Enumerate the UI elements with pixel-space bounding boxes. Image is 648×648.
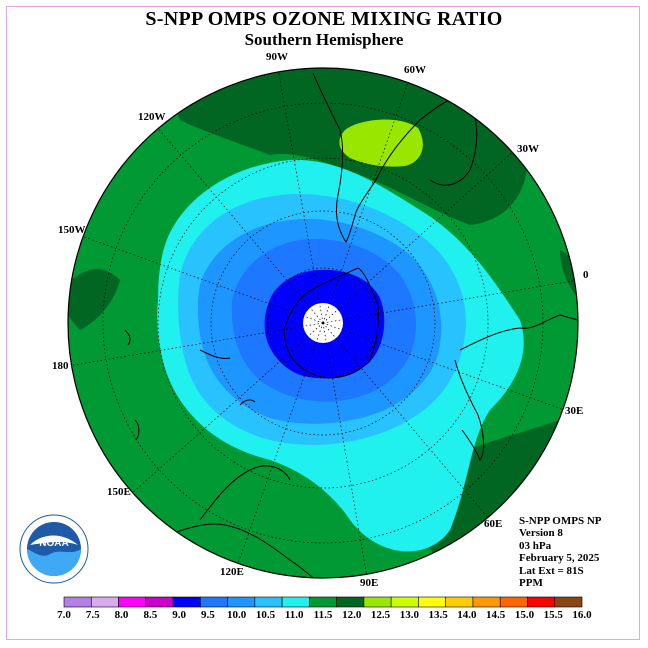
colorbar-label: 15.0 — [515, 609, 535, 621]
colorbar-label: 11.0 — [285, 609, 304, 621]
colorbar-swatch — [63, 596, 92, 608]
colorbar-swatch — [281, 596, 310, 608]
colorbar-label: 11.5 — [314, 609, 333, 621]
longitude-labels: 90W 60W 30W 0 30E 60E 90E 120E 150E 180 … — [52, 51, 589, 589]
map-subtitle: Southern Hemisphere — [244, 30, 404, 49]
lon-label-150w: 150W — [58, 224, 86, 236]
noaa-logo-text: NOAA — [39, 538, 68, 549]
lon-label-90e: 90E — [360, 577, 378, 589]
lon-label-150e: 150E — [107, 486, 131, 498]
colorbar-label: 7.5 — [86, 609, 100, 621]
lon-label-60e: 60E — [484, 518, 502, 530]
colorbar-swatch — [445, 596, 474, 608]
colorbar-label: 14.5 — [486, 609, 506, 621]
colorbar-label: 8.0 — [115, 609, 129, 621]
colorbar-swatch — [145, 596, 174, 608]
lon-label-30w: 30W — [517, 143, 539, 155]
lon-label-90w: 90W — [266, 51, 288, 63]
info-units: PPM — [519, 577, 543, 590]
colorbar-label: 10.0 — [227, 609, 247, 621]
info-version: Version 8 — [519, 527, 563, 540]
colorbar-swatch — [499, 596, 528, 608]
colorbar-swatch — [390, 596, 419, 608]
lon-label-180: 180 — [52, 360, 69, 372]
colorbar-swatch — [254, 596, 283, 608]
info-instrument: S-NPP OMPS NP — [519, 515, 602, 527]
colorbar-swatch — [527, 596, 556, 608]
colorbar-swatch — [363, 596, 392, 608]
colorbar-swatch — [309, 596, 337, 608]
contour-12-west — [68, 269, 120, 330]
colorbar-swatch — [200, 596, 228, 608]
colorbar-label: 13.5 — [428, 609, 448, 621]
colorbar-swatch — [227, 596, 256, 608]
info-date: February 5, 2025 — [519, 552, 600, 565]
info-lat-ext: Lat Ext = 81S — [519, 564, 584, 577]
info-panel: S-NPP OMPS NP Version 8 03 hPa February … — [519, 515, 602, 589]
colorbar-label: 14.0 — [457, 609, 477, 621]
colorbar-label: 12.0 — [342, 609, 362, 621]
noaa-logo: NOAA — [19, 514, 89, 584]
colorbar-label: 15.5 — [544, 609, 564, 621]
map-border — [67, 67, 579, 579]
lon-label-60w: 60W — [404, 64, 426, 76]
colorbar-label: 9.5 — [201, 609, 215, 621]
colorbar-label: 7.0 — [57, 609, 71, 621]
colorbar-label: 16.0 — [572, 609, 592, 621]
lon-label-120w: 120W — [138, 111, 166, 123]
colorbar-swatch — [118, 596, 147, 608]
colorbar-swatch — [472, 596, 501, 608]
lon-label-30e: 30E — [565, 405, 583, 417]
info-pressure: 03 hPa — [519, 539, 552, 552]
ozone-field — [68, 68, 578, 578]
colorbar-label: 12.5 — [371, 609, 391, 621]
colorbar-swatch — [90, 596, 119, 608]
lon-label-0: 0 — [583, 269, 589, 281]
contour-11-5-south — [226, 420, 430, 578]
colorbar-label: 9.0 — [172, 609, 186, 621]
colorbar-label: 8.5 — [143, 609, 157, 621]
lon-label-120e: 120E — [220, 566, 244, 578]
contour-12-5 — [339, 119, 423, 167]
meridians — [68, 68, 578, 578]
colorbar-label: 13.0 — [400, 609, 420, 621]
colorbar: 7.0 7.5 8.0 8.5 9.0 9.5 10.0 10.5 11.0 11.5 12.0 12… — [57, 596, 592, 621]
colorbar-swatch — [418, 596, 446, 608]
colorbar-swatch — [554, 596, 583, 608]
colorbar-label: 10.5 — [256, 609, 276, 621]
map-title: S-NPP OMPS OZONE MIXING RATIO — [145, 8, 503, 30]
colorbar-swatch — [172, 596, 201, 608]
coastlines — [124, 72, 578, 578]
colorbar-swatch — [336, 596, 365, 608]
plot-frame — [6, 6, 640, 640]
